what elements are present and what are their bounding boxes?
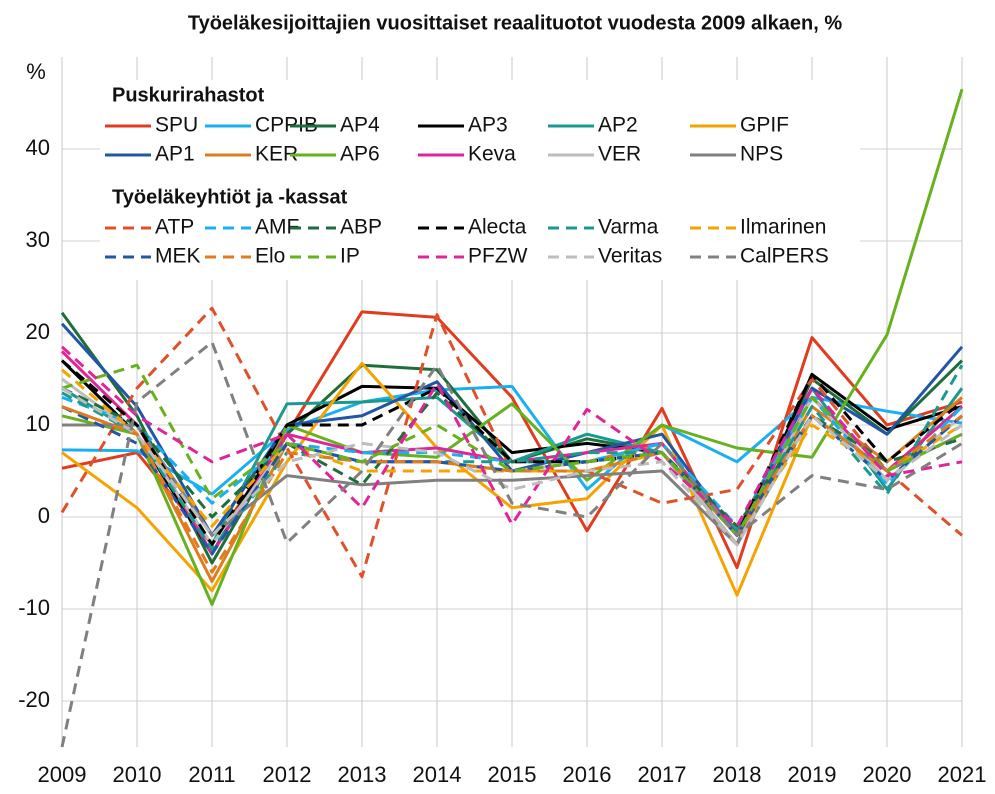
legend: Puskurirahastot Työeläkeyhtiöt ja -kassat… [105, 84, 829, 268]
x-tick-label: 2012 [263, 762, 312, 787]
series-line [61, 359, 963, 547]
series-line [60, 340, 963, 748]
series-line [61, 364, 964, 551]
legend-label: Veritas [598, 245, 662, 268]
legend-label: ATP [155, 216, 194, 239]
series-line [61, 363, 963, 537]
chart-title: Työeläkesijoittajien vuosittaiset reaali… [188, 12, 843, 34]
x-tick-label: 2009 [38, 762, 87, 787]
y-tick-label: -10 [18, 595, 50, 620]
legend-label: NPS [740, 143, 783, 166]
x-tick-label: 2016 [563, 762, 612, 787]
x-tick-label: 2021 [938, 762, 987, 787]
y-tick-label: 20 [26, 319, 50, 344]
series-line [61, 405, 963, 574]
series-line [61, 88, 964, 606]
legend-label: AP1 [155, 143, 195, 166]
legend-label: GPIF [740, 114, 789, 137]
legend-label: AP6 [340, 143, 380, 166]
x-tick-label: 2019 [788, 762, 837, 787]
x-tick-label: 2017 [638, 762, 687, 787]
x-tick-label: 2018 [713, 762, 762, 787]
y-tick-label: 0 [38, 503, 50, 528]
legend-title: Työeläkeyhtiöt ja -kassat [112, 186, 348, 208]
legend-label: Alecta [468, 216, 527, 239]
lines [60, 88, 964, 748]
legend-label: AP3 [468, 114, 508, 137]
y-tick-label: -20 [18, 687, 50, 712]
legend-label: SPU [155, 114, 198, 137]
y-tick-label: 30 [26, 227, 50, 252]
series-line [61, 386, 963, 528]
x-tick-label: 2015 [488, 762, 537, 787]
legend-title: Puskurirahastot [112, 84, 265, 106]
legend-label: CalPERS [740, 245, 829, 268]
x-tick-label: 2014 [413, 762, 462, 787]
legend-label: Ilmarinen [740, 216, 826, 239]
legend-label: AP2 [598, 114, 638, 137]
legend-label: MEK [155, 245, 201, 268]
legend-label: PFZW [468, 245, 528, 268]
legend-label: Elo [255, 245, 285, 268]
x-tick-label: 2011 [188, 762, 235, 787]
y-tick-label: 40 [26, 135, 50, 160]
legend-background [100, 80, 860, 280]
x-tick-label: 2010 [113, 762, 162, 787]
legend-label: VER [598, 143, 641, 166]
legend-label: IP [340, 245, 360, 268]
y-tick-label: 10 [26, 411, 50, 436]
legend-label: CPPIB [255, 114, 318, 137]
x-tick-label: 2013 [338, 762, 387, 787]
legend-label: KER [255, 143, 298, 166]
series-line [60, 345, 963, 528]
legend-label: Keva [468, 143, 516, 166]
legend-label: ABP [340, 216, 382, 239]
legend-label: Varma [598, 216, 659, 239]
legend-label: AMF [255, 216, 299, 239]
legend-label: AP4 [340, 114, 380, 137]
y-axis-label: % [26, 59, 46, 84]
x-tick-label: 2020 [863, 762, 912, 787]
